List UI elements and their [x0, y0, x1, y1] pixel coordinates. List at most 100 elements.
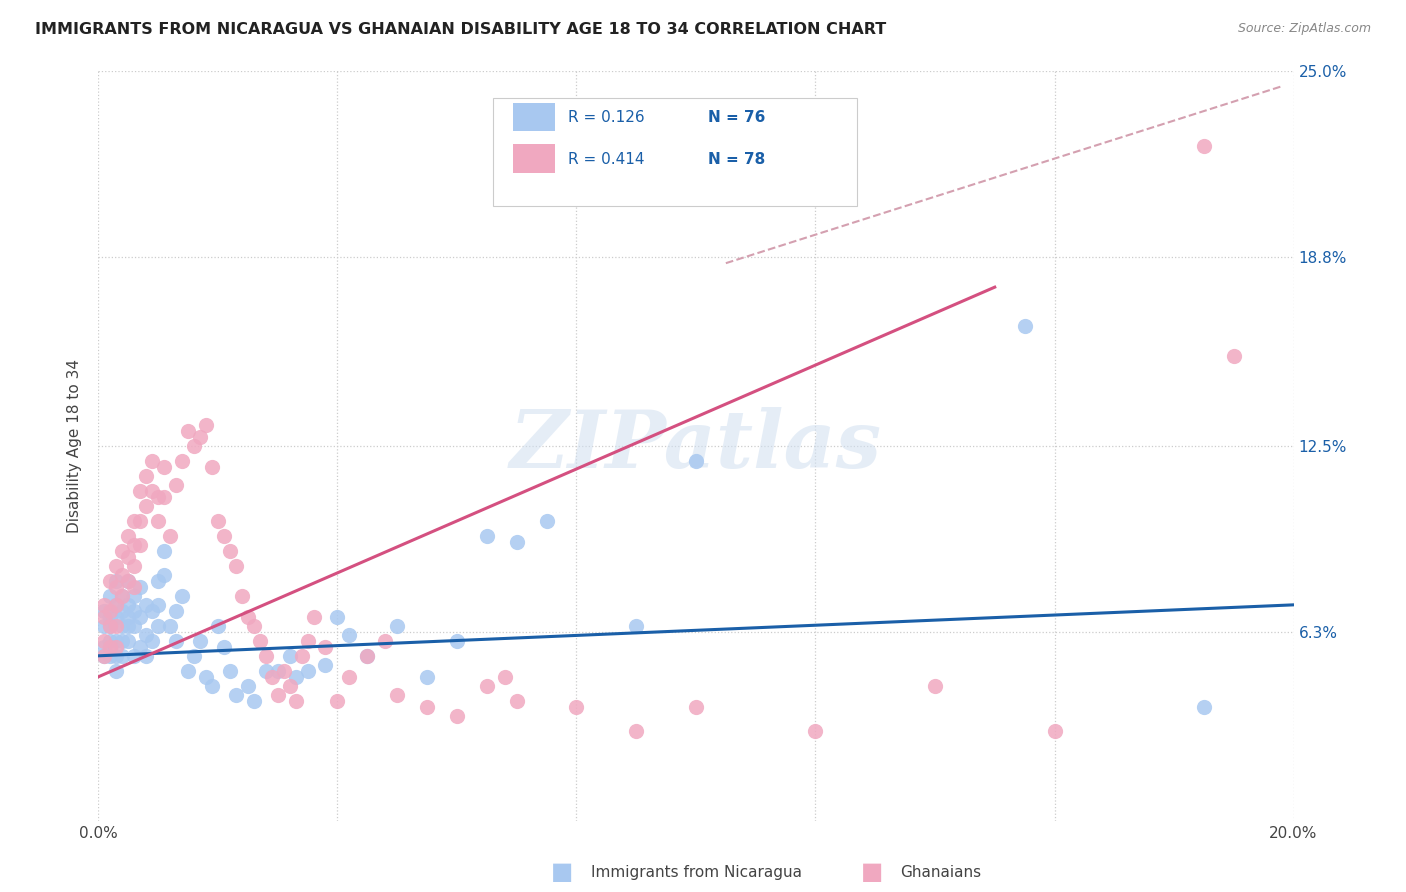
Point: [93, 610, 115, 624]
Point: [117, 633, 139, 648]
Point: [105, 574, 128, 588]
Point: [506, 535, 529, 549]
Point: [93, 619, 115, 633]
Point: [183, 648, 205, 663]
Point: [201, 679, 224, 693]
Point: [626, 619, 648, 633]
Point: [1192, 139, 1215, 153]
Point: [111, 604, 134, 618]
Point: [339, 670, 361, 684]
Point: [536, 514, 558, 528]
Point: [129, 580, 152, 594]
Point: [98, 610, 122, 624]
Point: [177, 664, 200, 678]
Text: Immigrants from Nicaragua: Immigrants from Nicaragua: [591, 865, 801, 880]
Point: [111, 619, 134, 633]
Point: [141, 633, 163, 648]
Point: [1043, 723, 1066, 738]
Text: N = 76: N = 76: [709, 110, 765, 125]
Bar: [513, 103, 555, 131]
Point: [135, 598, 157, 612]
Point: [124, 538, 146, 552]
Point: [105, 610, 128, 624]
Point: [124, 558, 146, 573]
Point: [129, 514, 152, 528]
Point: [105, 619, 128, 633]
Point: [225, 688, 247, 702]
Point: [254, 648, 277, 663]
Point: [148, 619, 170, 633]
Point: [416, 670, 439, 684]
Point: [284, 670, 307, 684]
Point: [1014, 319, 1036, 334]
Text: R = 0.126: R = 0.126: [568, 110, 645, 125]
Text: ■: ■: [551, 861, 574, 884]
Point: [98, 633, 122, 648]
Point: [356, 648, 378, 663]
Point: [212, 640, 235, 654]
Point: [225, 558, 247, 573]
Point: [93, 648, 115, 663]
Point: [339, 628, 361, 642]
Point: [141, 454, 163, 468]
Text: N = 78: N = 78: [709, 152, 765, 167]
Point: [177, 424, 200, 438]
Point: [129, 640, 152, 654]
Point: [124, 589, 146, 603]
Point: [141, 604, 163, 618]
Point: [284, 694, 307, 708]
Point: [172, 589, 194, 603]
Point: [117, 574, 139, 588]
Point: [129, 538, 152, 552]
Point: [243, 619, 266, 633]
Point: [315, 640, 337, 654]
Point: [98, 640, 122, 654]
Point: [148, 574, 170, 588]
Point: [506, 694, 529, 708]
Point: [195, 670, 218, 684]
Point: [1192, 699, 1215, 714]
Point: [117, 619, 139, 633]
Point: [385, 619, 409, 633]
Point: [129, 610, 152, 624]
Point: [98, 619, 122, 633]
Point: [236, 679, 259, 693]
Point: [153, 490, 176, 504]
Point: [124, 619, 146, 633]
Text: ZIPatlas: ZIPatlas: [510, 408, 882, 484]
Point: [165, 478, 187, 492]
Point: [93, 604, 115, 618]
Point: [207, 619, 229, 633]
Point: [302, 610, 325, 624]
Y-axis label: Disability Age 18 to 34: Disability Age 18 to 34: [67, 359, 83, 533]
Point: [183, 439, 205, 453]
Point: [201, 460, 224, 475]
Point: [207, 514, 229, 528]
Point: [93, 633, 115, 648]
Point: [124, 604, 146, 618]
Point: [93, 598, 115, 612]
Point: [124, 648, 146, 663]
Point: [188, 430, 211, 444]
Point: [148, 598, 170, 612]
Point: [105, 598, 128, 612]
Point: [374, 633, 396, 648]
Point: [148, 514, 170, 528]
Point: [153, 544, 176, 558]
Point: [93, 640, 115, 654]
Point: [924, 679, 946, 693]
Text: ■: ■: [860, 861, 883, 884]
Point: [236, 610, 259, 624]
Point: [385, 688, 409, 702]
Point: [117, 610, 139, 624]
Point: [105, 664, 128, 678]
Point: [98, 604, 122, 618]
Point: [135, 648, 157, 663]
Point: [111, 589, 134, 603]
FancyBboxPatch shape: [494, 97, 858, 206]
Point: [297, 633, 319, 648]
Point: [326, 610, 349, 624]
Point: [685, 699, 707, 714]
Point: [135, 499, 157, 513]
Point: [111, 567, 134, 582]
